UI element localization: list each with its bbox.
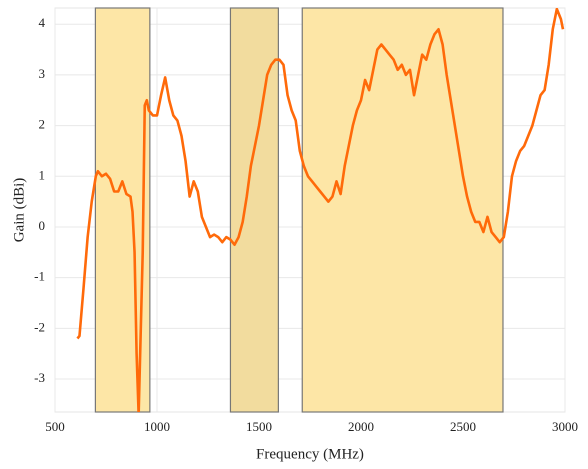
line — [76, 8, 565, 412]
y-tick-label: -2 — [34, 319, 45, 334]
band — [94, 7, 151, 413]
y-tick-label: 2 — [39, 117, 46, 132]
y-tick-label: -3 — [34, 370, 45, 385]
x-tick-label: 2500 — [450, 419, 476, 434]
x-tick-label: 1500 — [246, 419, 272, 434]
y-tick-label: 3 — [39, 66, 46, 81]
y-tick-label: 1 — [39, 167, 46, 182]
x-tick-label: 500 — [45, 419, 65, 434]
x-tick-label: 2000 — [348, 419, 374, 434]
x-tick-label: 1000 — [144, 419, 170, 434]
y-tick-label: -1 — [34, 269, 45, 284]
x-tick-label: 3000 — [552, 419, 578, 434]
y-tick-label: 0 — [39, 218, 46, 233]
y-axis-label: Gain (dBi) — [11, 178, 27, 243]
band — [229, 7, 279, 413]
x-axis-label: Frequency (MHz) — [256, 446, 364, 462]
y-tick-label: 4 — [39, 15, 46, 30]
